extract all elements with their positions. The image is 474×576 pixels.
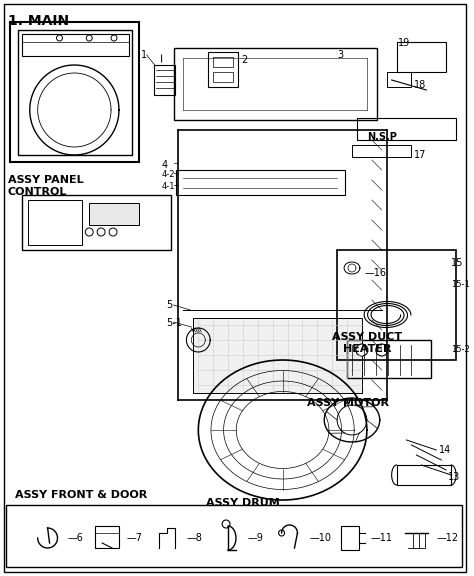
Bar (10, 22, 139, 162)
Text: N.S.P: N.S.P (367, 132, 397, 142)
Text: 15-2: 15-2 (451, 345, 470, 354)
Circle shape (376, 344, 388, 356)
Text: 4-2: 4-2 (162, 170, 175, 179)
Text: 14: 14 (439, 445, 452, 455)
Text: 4-1: 4-1 (162, 182, 175, 191)
Text: 2: 2 (241, 55, 247, 65)
Bar (6, 505, 462, 567)
Circle shape (279, 530, 284, 536)
Text: ASSY DRUM: ASSY DRUM (206, 498, 280, 508)
Text: ASSY FRONT & DOOR: ASSY FRONT & DOOR (15, 490, 147, 500)
Text: 15: 15 (451, 258, 464, 268)
Text: 18: 18 (414, 80, 427, 90)
Bar (95, 526, 119, 548)
Text: 5-1: 5-1 (166, 318, 182, 328)
Bar (18, 30, 132, 155)
Text: ASSY MOTOR: ASSY MOTOR (307, 398, 389, 408)
Text: —11: —11 (371, 533, 393, 543)
Bar (89, 203, 139, 225)
Bar (176, 170, 345, 195)
Bar (213, 57, 233, 67)
Text: ASSY PANEL
CONTROL: ASSY PANEL CONTROL (8, 175, 83, 196)
Bar (208, 52, 238, 87)
Text: —6: —6 (67, 533, 83, 543)
Bar (22, 195, 171, 250)
Text: 17: 17 (414, 150, 427, 160)
Text: ASSY DUCT
HEATER: ASSY DUCT HEATER (332, 332, 402, 354)
Text: 15-1: 15-1 (451, 280, 470, 289)
Text: —9: —9 (248, 533, 264, 543)
Bar (213, 72, 233, 82)
Bar (337, 250, 456, 360)
Bar (387, 72, 411, 87)
Circle shape (356, 344, 368, 356)
Text: 4: 4 (162, 160, 168, 170)
Text: 19: 19 (399, 38, 410, 48)
Text: —16: —16 (365, 268, 387, 278)
Bar (397, 465, 451, 485)
Bar (22, 34, 129, 56)
Text: 1: 1 (141, 50, 147, 60)
Text: 1. MAIN: 1. MAIN (8, 14, 69, 28)
Bar (341, 526, 359, 550)
Text: 3: 3 (337, 50, 343, 60)
Bar (357, 118, 456, 140)
Bar (154, 65, 175, 95)
Text: —10: —10 (310, 533, 331, 543)
Bar (193, 318, 362, 393)
Bar (347, 340, 431, 378)
Circle shape (222, 520, 230, 528)
Bar (352, 145, 411, 157)
Text: —12: —12 (436, 533, 458, 543)
Bar (28, 200, 82, 245)
Bar (397, 42, 446, 72)
Text: 13: 13 (448, 472, 460, 482)
Text: —8: —8 (186, 533, 202, 543)
Text: 5: 5 (166, 300, 173, 310)
Text: —7: —7 (127, 533, 143, 543)
